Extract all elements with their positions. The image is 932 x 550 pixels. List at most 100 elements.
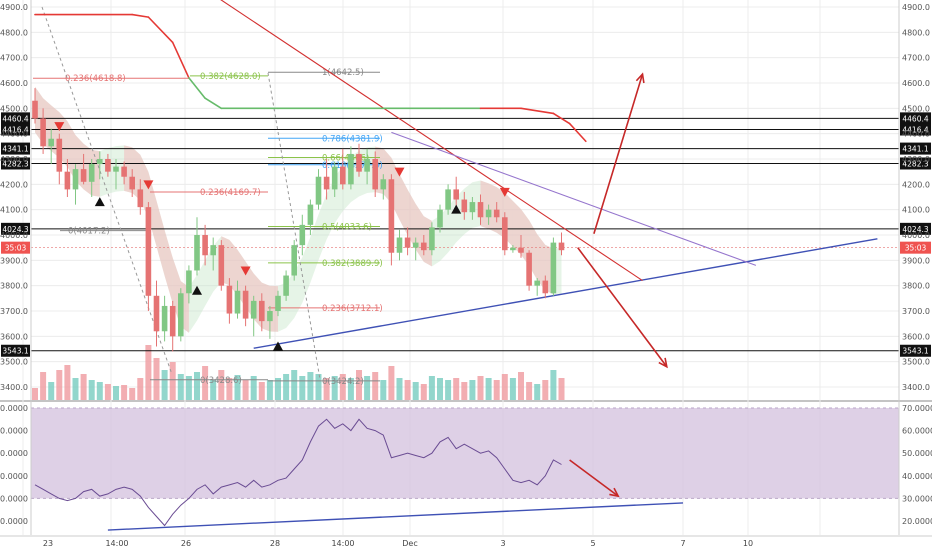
y-tick-label-left: 3700.0 (0, 307, 28, 316)
fib-label: 0.786(4381.9) (322, 134, 383, 144)
rsi-down-arrow-head (609, 487, 620, 498)
volume-bar (493, 380, 500, 400)
volume-bar (64, 365, 71, 400)
price-tag (900, 241, 931, 254)
moving-average-segment (188, 77, 206, 99)
level-label: 4416.4 (902, 126, 928, 135)
level-label: 4416.4 (2, 126, 28, 135)
band-fill-down (512, 201, 521, 255)
rsi-tick-label-right: 30.0000 (902, 494, 932, 503)
band-fill-down (537, 234, 546, 291)
candle-body (404, 237, 411, 248)
volume-bar (364, 376, 371, 400)
y-tick-label-right: 4600.0 (902, 79, 930, 88)
candle-body (218, 245, 225, 286)
support-trendline (253, 238, 878, 349)
candle-body (348, 153, 354, 185)
volume-bar (242, 380, 249, 400)
y-tick-label-right: 3600.0 (902, 332, 930, 341)
candle-body (364, 159, 370, 172)
volume-bar (558, 378, 565, 400)
y-tick-label-right: 3400.0 (902, 383, 930, 392)
y-tick-label-left: 3600.0 (0, 332, 28, 341)
x-tick-label: 7 (680, 539, 685, 548)
candle-body (558, 242, 565, 251)
fib-label: 0.236(3712.1) (322, 304, 383, 314)
candle-body (291, 245, 297, 276)
volume-bar (331, 376, 338, 400)
candle-body (421, 242, 427, 251)
volume-bar (161, 370, 168, 400)
volume-bar (380, 380, 387, 400)
level-tag (1, 112, 30, 125)
band-fill-down (407, 189, 416, 250)
y-tick-label-right: 4800.0 (902, 28, 930, 37)
volume-bar (185, 376, 192, 400)
volume-bar (412, 382, 419, 400)
volume-bar (542, 380, 549, 400)
candle-body (153, 295, 160, 332)
candle-body (202, 235, 208, 256)
projection-up-arrow-head (635, 72, 645, 84)
volume-bar (291, 370, 298, 400)
candle-body (331, 166, 338, 190)
y-tick-label-left: 3800.0 (0, 282, 28, 291)
y-tick-label-left: 3400.0 (0, 383, 28, 392)
candle-body (64, 171, 71, 190)
candle-body (372, 159, 378, 190)
rsi-overbought-oversold-band (31, 408, 899, 499)
candle-body (469, 202, 476, 213)
sell-signal-marker (394, 167, 405, 177)
band-fill-down (488, 183, 497, 233)
fib-label: 0(4017.2) (68, 227, 110, 237)
level-label: 3543.1 (902, 347, 928, 356)
fib-label: 1(4642.5) (322, 68, 364, 78)
buy-signal-marker (94, 197, 105, 207)
y-tick-label-right: 4400.0 (902, 130, 930, 139)
volume-bar (104, 384, 111, 400)
volume-bar (202, 366, 209, 400)
volume-bar (218, 370, 225, 400)
volume-bar (485, 378, 492, 400)
candle-body (323, 176, 330, 190)
price-label: 35:03 (905, 244, 927, 253)
rsi-tick-label-left: 30.0000 (0, 494, 28, 503)
volume-bar (526, 382, 533, 400)
level-tag (1, 123, 30, 136)
candle-body (48, 138, 54, 147)
volume-bar (258, 382, 265, 400)
candle-body (234, 290, 241, 314)
projection-arrows (569, 72, 668, 498)
sell-signal-marker (499, 187, 510, 197)
rsi-tick-label-right: 40.0000 (902, 472, 932, 481)
resistance-trendline (220, 0, 643, 282)
volume-bar (194, 372, 200, 400)
rsi-tick-label-right: 20.0000 (902, 517, 932, 526)
projection-down-arrow-head (658, 357, 668, 369)
candle-body (178, 293, 184, 337)
volume-bar (453, 378, 460, 400)
y-tick-label-right: 4700.0 (902, 54, 930, 63)
projection-up-arrow (593, 73, 644, 234)
x-tick-label: 14:00 (331, 539, 354, 548)
candle-body (275, 295, 281, 311)
y-tick-label-left: 4300.0 (0, 155, 28, 164)
candle-body (388, 179, 395, 253)
volume-bar (518, 372, 524, 400)
candle-body (461, 199, 468, 213)
candle-body (502, 217, 508, 251)
candle-body (226, 285, 233, 314)
projection-down-arrow (577, 247, 668, 368)
rsi-tick-label-right: 70.0000 (902, 404, 932, 413)
rsi-down-arrow (569, 459, 619, 497)
band-fill-down (399, 174, 408, 236)
fib-label: 0(3428.6) (200, 376, 242, 386)
volume-bar (388, 366, 395, 400)
buy-signal-marker (451, 204, 462, 214)
candle-body (97, 159, 103, 165)
price-tag (1, 241, 30, 254)
moving-average-segment (520, 107, 555, 115)
fib-diagonal (41, 6, 173, 375)
candles (32, 88, 565, 352)
